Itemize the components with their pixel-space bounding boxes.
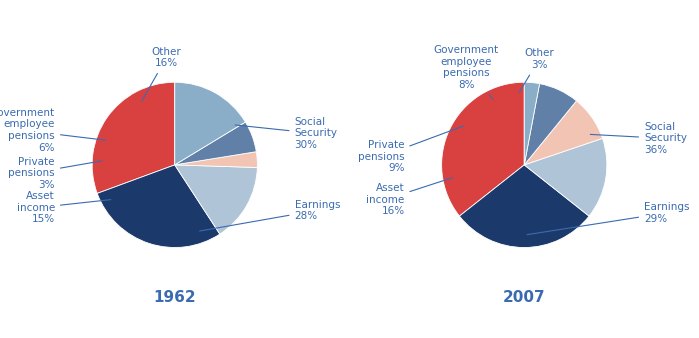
Wedge shape — [524, 138, 607, 216]
Text: Earnings
29%: Earnings 29% — [527, 202, 689, 235]
Wedge shape — [442, 82, 524, 216]
Wedge shape — [175, 122, 257, 165]
Wedge shape — [524, 101, 603, 165]
Text: 1962: 1962 — [154, 290, 196, 306]
Text: 2007: 2007 — [503, 290, 545, 306]
Wedge shape — [459, 165, 589, 247]
Text: Private
pensions
9%: Private pensions 9% — [358, 126, 464, 173]
Wedge shape — [175, 165, 257, 234]
Wedge shape — [175, 152, 257, 168]
Text: Earnings
28%: Earnings 28% — [200, 199, 340, 231]
Text: Social
Security
30%: Social Security 30% — [235, 117, 338, 150]
Wedge shape — [175, 82, 245, 165]
Wedge shape — [92, 82, 175, 193]
Text: Private
pensions
3%: Private pensions 3% — [8, 156, 102, 190]
Text: Social
Security
36%: Social Security 36% — [590, 122, 687, 155]
Wedge shape — [97, 165, 219, 247]
Text: Other
16%: Other 16% — [142, 47, 181, 101]
Wedge shape — [524, 82, 540, 165]
Text: Other
3%: Other 3% — [519, 48, 554, 93]
Wedge shape — [524, 84, 577, 165]
Text: Asset
income
15%: Asset income 15% — [17, 191, 111, 224]
Text: Government
employee
pensions
8%: Government employee pensions 8% — [434, 45, 499, 99]
Text: Government
employee
pensions
6%: Government employee pensions 6% — [0, 108, 106, 152]
Text: Asset
income
16%: Asset income 16% — [366, 178, 452, 216]
